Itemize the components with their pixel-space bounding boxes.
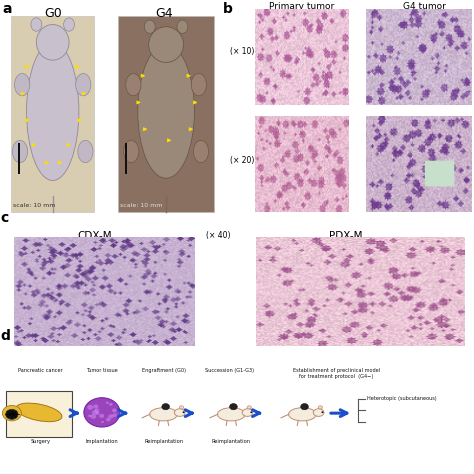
Text: scale: 10 mm: scale: 10 mm: [120, 203, 163, 208]
Circle shape: [87, 405, 93, 410]
Circle shape: [88, 415, 91, 417]
Text: c: c: [0, 211, 8, 225]
Ellipse shape: [150, 408, 177, 421]
Ellipse shape: [78, 140, 93, 163]
FancyBboxPatch shape: [6, 391, 72, 438]
Ellipse shape: [16, 403, 62, 422]
Ellipse shape: [179, 406, 183, 409]
Ellipse shape: [31, 18, 42, 31]
Circle shape: [93, 404, 99, 409]
Ellipse shape: [124, 140, 139, 163]
Circle shape: [84, 398, 120, 427]
Text: CDX-M: CDX-M: [77, 231, 112, 241]
Text: d: d: [0, 329, 10, 343]
Text: Implantation: Implantation: [86, 438, 118, 444]
Text: G0: G0: [44, 7, 62, 20]
Text: Primary tumor: Primary tumor: [269, 2, 334, 11]
Circle shape: [182, 411, 185, 413]
Ellipse shape: [27, 42, 79, 181]
Ellipse shape: [289, 408, 316, 421]
Circle shape: [109, 414, 113, 419]
Ellipse shape: [126, 73, 141, 96]
Text: Heterotopic (subcutaneous): Heterotopic (subcutaneous): [367, 396, 437, 401]
Ellipse shape: [138, 45, 194, 178]
Circle shape: [321, 411, 324, 413]
Circle shape: [109, 403, 112, 406]
Text: Engraftment (G0): Engraftment (G0): [142, 368, 185, 373]
Text: Surgery: Surgery: [30, 438, 50, 444]
Ellipse shape: [313, 409, 324, 416]
Circle shape: [106, 401, 109, 404]
Text: Reimplantation: Reimplantation: [212, 438, 251, 444]
Text: (× 20): (× 20): [230, 156, 255, 165]
Bar: [125, 143, 128, 174]
Ellipse shape: [64, 18, 74, 31]
FancyBboxPatch shape: [118, 16, 214, 212]
Text: Reimplantation: Reimplantation: [144, 438, 183, 444]
Text: G4: G4: [155, 7, 173, 20]
Ellipse shape: [15, 73, 30, 96]
Circle shape: [112, 413, 117, 417]
Ellipse shape: [12, 140, 27, 163]
Circle shape: [91, 414, 96, 419]
Ellipse shape: [193, 140, 209, 163]
Circle shape: [95, 411, 100, 415]
Text: Tumor tissue: Tumor tissue: [86, 368, 118, 373]
Text: a: a: [2, 2, 12, 16]
FancyBboxPatch shape: [11, 16, 94, 212]
Circle shape: [301, 403, 309, 410]
Circle shape: [106, 418, 110, 421]
Text: b: b: [223, 2, 232, 16]
Ellipse shape: [218, 408, 245, 421]
Ellipse shape: [36, 25, 69, 60]
Text: PDX-M: PDX-M: [329, 231, 363, 241]
Ellipse shape: [247, 406, 251, 409]
Ellipse shape: [191, 73, 207, 96]
Text: scale: 10 mm: scale: 10 mm: [13, 203, 56, 208]
Circle shape: [101, 421, 104, 423]
Ellipse shape: [318, 406, 322, 409]
Circle shape: [6, 409, 18, 419]
Circle shape: [92, 410, 98, 415]
Circle shape: [229, 403, 237, 410]
Text: G4 tumor: G4 tumor: [403, 2, 446, 11]
Ellipse shape: [174, 409, 185, 416]
Ellipse shape: [144, 20, 155, 34]
Circle shape: [94, 409, 100, 412]
Circle shape: [99, 414, 104, 418]
Ellipse shape: [242, 409, 253, 416]
Bar: [18, 143, 20, 174]
Text: (× 10): (× 10): [230, 47, 255, 56]
Circle shape: [2, 405, 21, 421]
Ellipse shape: [177, 20, 188, 34]
Circle shape: [112, 409, 117, 412]
Ellipse shape: [149, 27, 183, 63]
Text: Succession (G1-G3): Succession (G1-G3): [205, 368, 255, 373]
Text: Pancreatic cancer: Pancreatic cancer: [18, 368, 63, 373]
Text: Establishment of preclinical model
for treatment protocol  (G4−): Establishment of preclinical model for t…: [293, 368, 380, 379]
Ellipse shape: [75, 73, 91, 96]
Circle shape: [162, 403, 170, 410]
Text: (× 40): (× 40): [206, 231, 230, 240]
Circle shape: [250, 411, 253, 413]
